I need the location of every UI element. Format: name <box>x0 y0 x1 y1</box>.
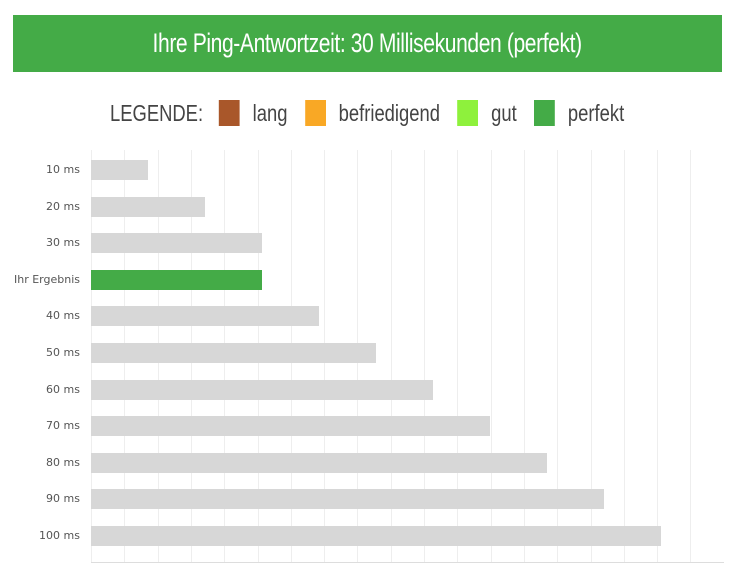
category-label: 50 ms <box>46 346 80 359</box>
gridline <box>490 150 492 563</box>
category-label: 100 ms <box>39 529 80 542</box>
legend-item-gut: gut <box>457 99 517 127</box>
bar-row: 60 ms <box>0 379 724 400</box>
reference-bar <box>91 416 491 437</box>
bar-row: 40 ms <box>0 306 724 327</box>
reference-bar <box>91 233 263 254</box>
gridline <box>424 150 425 563</box>
result-bar <box>91 269 263 290</box>
reference-bar <box>91 379 434 400</box>
bar-row: 10 ms <box>0 160 724 180</box>
gridline <box>690 150 692 563</box>
bar-row: 100 ms <box>0 526 724 546</box>
reference-bar <box>91 489 605 510</box>
legend-swatch-lang <box>219 100 240 126</box>
category-label: 80 ms <box>46 455 80 469</box>
legend-label: perfekt <box>567 99 625 126</box>
category-label: 40 ms <box>46 309 80 323</box>
category-label: 70 ms <box>46 419 80 433</box>
legend-label: lang <box>252 99 288 126</box>
bar-row: Ihr Ergebnis <box>0 269 724 290</box>
reference-bar <box>91 196 206 217</box>
legend: LEGENDE: lang befriedigend gut perfekt <box>110 98 642 128</box>
reference-bar <box>91 452 548 473</box>
legend-label: gut <box>491 99 517 126</box>
bar-row: 30 ms <box>0 233 724 254</box>
gridline <box>657 150 659 563</box>
legend-swatch-gut <box>457 100 479 126</box>
plot-area: 10 ms 20 ms 30 ms Ihr Ergebnis 40 ms 50 ms 60 … <box>14 150 724 563</box>
category-label: Ihr Ergebnis <box>13 272 80 286</box>
gridline <box>623 150 625 563</box>
category-label: 90 ms <box>46 492 80 506</box>
legend-item-befriedigend: befriedigend <box>305 100 440 127</box>
category-label: 60 ms <box>46 382 80 396</box>
legend-label: befriedigend <box>338 99 440 126</box>
legend-item-perfekt: perfekt <box>534 100 624 127</box>
legend-item-lang: lang <box>219 100 287 127</box>
category-label: 10 ms <box>46 163 80 176</box>
reference-bar <box>91 306 320 327</box>
gridline <box>390 150 392 563</box>
title-banner: Ihre Ping-Antwortzeit: 30 Millisekunden … <box>13 15 722 72</box>
gridline <box>523 150 525 563</box>
bar-row: 50 ms <box>0 343 724 363</box>
legend-swatch-perfekt <box>534 100 556 126</box>
category-label: 30 ms <box>46 236 80 250</box>
reference-bar <box>91 343 377 363</box>
chart-title: Ihre Ping-Antwortzeit: 30 Millisekunden … <box>152 28 583 58</box>
bar-row: 70 ms <box>0 416 724 437</box>
bar-row: 80 ms <box>0 452 724 473</box>
legend-title: LEGENDE: <box>110 99 204 126</box>
legend-swatch-befriedigend <box>305 100 326 126</box>
reference-bar <box>91 160 149 180</box>
bar-row: 20 ms <box>0 196 724 217</box>
bar-row: 90 ms <box>0 489 724 510</box>
gridline <box>590 150 592 563</box>
category-label: 20 ms <box>46 199 80 213</box>
x-axis-line <box>91 562 724 563</box>
reference-bar <box>91 526 662 546</box>
gridline <box>557 150 559 563</box>
gridline <box>457 150 459 563</box>
